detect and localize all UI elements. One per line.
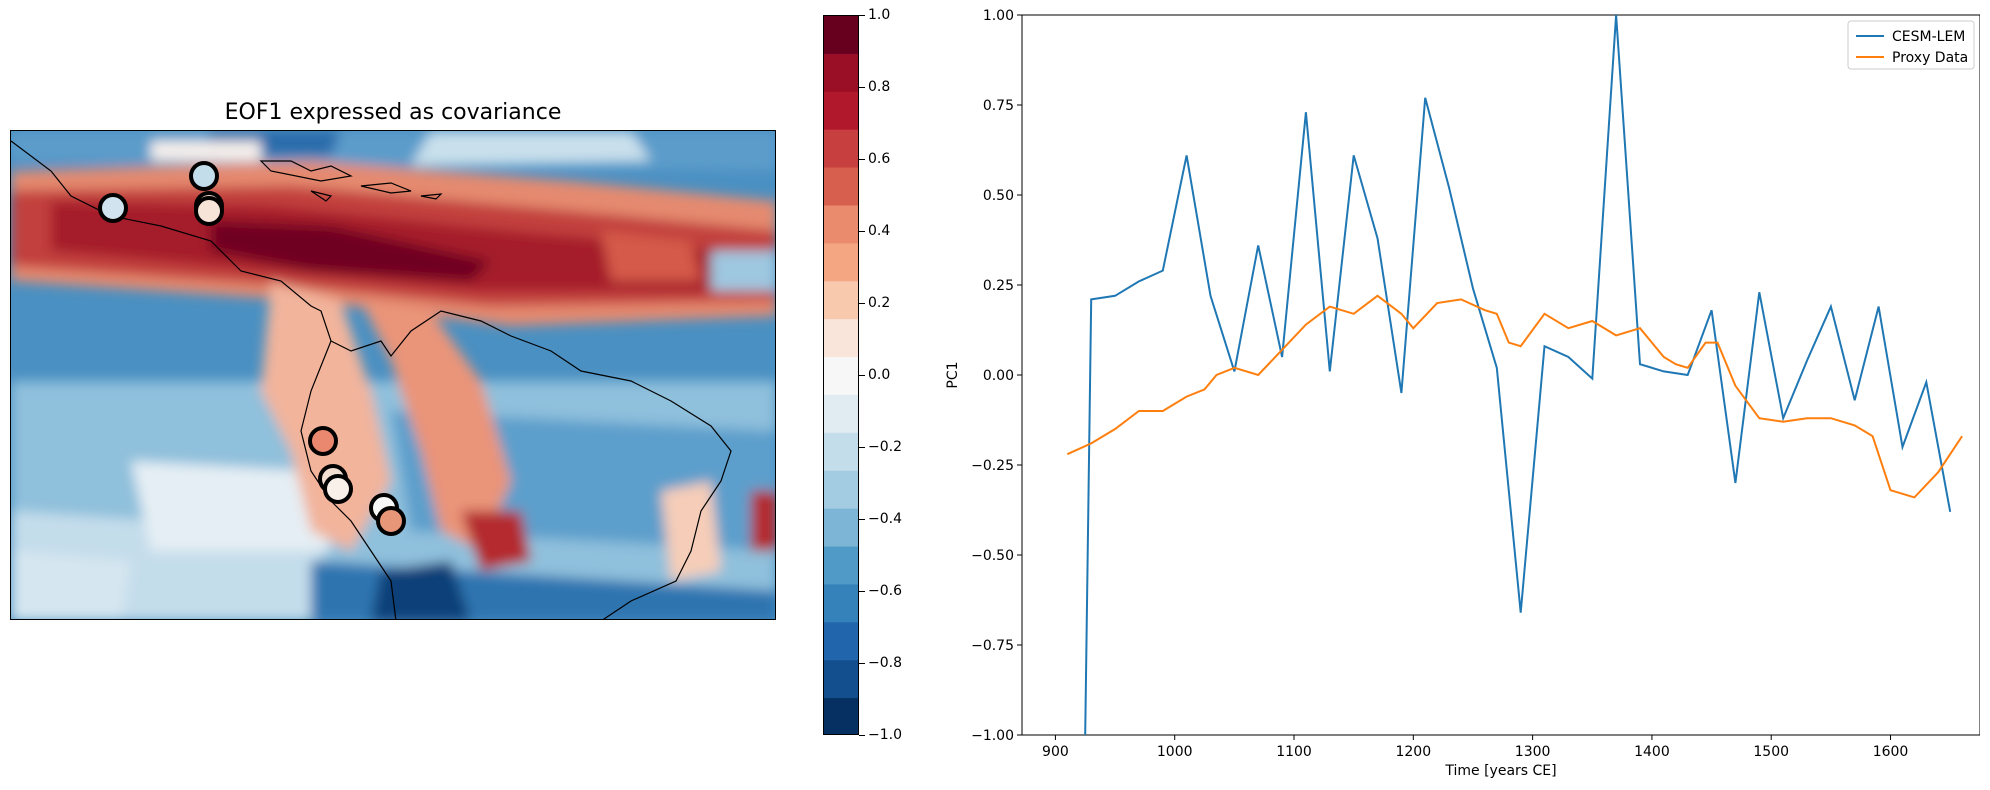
colorbar-tick: 0.2	[859, 295, 890, 311]
colorbar-level	[824, 546, 858, 585]
colorbar-level	[824, 129, 858, 169]
eof-map	[10, 130, 776, 620]
colorbar-levels	[824, 16, 858, 734]
y-tick-label: 0.50	[983, 188, 1014, 204]
colorbar-level	[824, 205, 858, 244]
colorbar-level	[824, 432, 858, 472]
x-tick-label: 900	[1042, 744, 1069, 760]
colorbar-level	[824, 470, 858, 510]
y-axis-label: PC1	[945, 361, 961, 388]
proxy-site-marker	[98, 193, 128, 223]
proxy-site-marker	[376, 506, 406, 536]
colorbar-level	[824, 394, 858, 434]
proxy-site-marker	[323, 474, 353, 504]
colorbar-level	[824, 357, 858, 396]
pc1-timeseries-chart: 900 1000 1100 1200 1300 1400 1500 1600 1.00 0.75 0…	[945, 8, 1980, 779]
series-lines	[1066, 15, 1963, 735]
y-tick-label: −0.50	[971, 548, 1014, 564]
legend-label: Proxy Data	[1892, 50, 1968, 66]
y-tick-label: −1.00	[971, 728, 1014, 744]
x-axis-label: Time [years CE]	[1444, 763, 1556, 779]
axis-ticks: 900 1000 1100 1200 1300 1400 1500 1600 1.00 0.75 0…	[971, 8, 1908, 760]
colorbar-tick: 0.0	[859, 367, 890, 383]
colorbar-level	[824, 319, 858, 358]
x-tick-label: 1400	[1634, 744, 1670, 760]
colorbar-tick: −0.4	[859, 511, 902, 527]
legend: CESM-LEM Proxy Data	[1847, 20, 1975, 70]
y-tick-label: 0.00	[983, 368, 1014, 384]
colorbar-tick: 1.0	[859, 7, 890, 23]
covariance-field	[11, 131, 775, 619]
colorbar-level	[824, 167, 858, 206]
y-tick-label: −0.25	[971, 458, 1014, 474]
y-tick-label: −0.75	[971, 638, 1014, 654]
plot-area	[1021, 14, 1980, 736]
colorbar-level	[824, 622, 858, 661]
colorbar-tick: 0.4	[859, 223, 890, 239]
colorbar-tick: −1.0	[859, 727, 902, 743]
colorbar-level	[824, 660, 858, 699]
x-tick-label: 1200	[1395, 744, 1431, 760]
y-tick-label: 1.00	[983, 8, 1014, 24]
colorbar-level	[824, 53, 858, 93]
proxy-site-marker	[189, 161, 219, 191]
colorbar-level	[824, 243, 858, 282]
colorbar-bar	[823, 15, 859, 735]
colorbar-level	[824, 281, 858, 320]
colorbar-tick: −0.8	[859, 655, 902, 671]
x-tick-label: 1600	[1873, 744, 1909, 760]
colorbar-tick: 0.8	[859, 79, 890, 95]
series-line-cesm-lem	[1084, 15, 1952, 735]
proxy-site-marker	[194, 196, 224, 226]
proxy-site-markers	[98, 161, 406, 536]
x-tick-label: 1100	[1276, 744, 1312, 760]
eof-map-panel: EOF1 expressed as covariance	[0, 0, 902, 790]
x-tick-label: 1300	[1515, 744, 1551, 760]
colorbar-ticks: 1.0 0.8 0.6 0.4 0.2 0.0 −0.2 −0.4 −0.6 −…	[859, 7, 929, 743]
x-tick-label: 1500	[1753, 744, 1789, 760]
series-line-proxy-data	[1066, 294, 1963, 499]
colorbar-level	[824, 508, 858, 548]
colorbar-level	[824, 16, 858, 55]
proxy-site-marker	[308, 426, 338, 456]
colorbar-tick: −0.2	[859, 439, 902, 455]
y-tick-label: 0.25	[983, 278, 1014, 294]
colorbar-level	[824, 698, 858, 734]
y-tick-label: 0.75	[983, 98, 1014, 114]
legend-label: CESM-LEM	[1892, 29, 1965, 45]
colorbar-level	[824, 584, 858, 623]
colorbar-level	[824, 91, 858, 131]
colorbar-tick: −0.6	[859, 583, 902, 599]
map-title: EOF1 expressed as covariance	[224, 100, 562, 125]
x-tick-label: 1000	[1157, 744, 1193, 760]
colorbar-tick: 0.6	[859, 151, 890, 167]
